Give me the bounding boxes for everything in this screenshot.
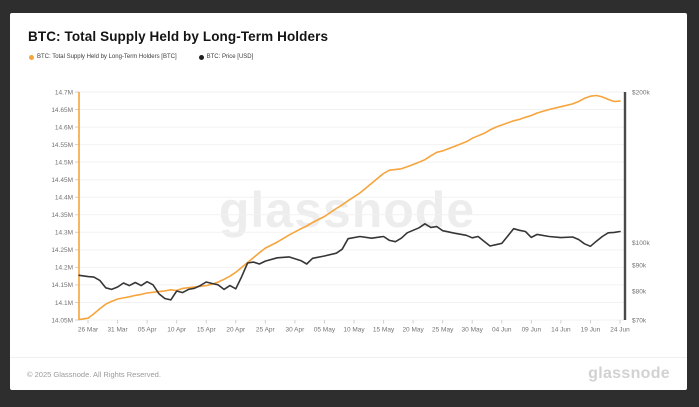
legend-dot-price-icon (198, 54, 204, 60)
x-axis-tick-label: 04 Jun (492, 327, 512, 334)
x-axis-tick-label: 20 Apr (226, 327, 246, 334)
x-axis-tick-label: 31 Mar (107, 327, 128, 334)
legend-item-price[interactable]: BTC: Price [USD] (198, 54, 254, 60)
price-line-series (78, 223, 621, 301)
supply-axis-tick-label: 14.4M (55, 195, 73, 202)
x-axis-tick-label: 30 May (462, 327, 484, 334)
supply-axis-tick-label: 14.25M (51, 247, 73, 254)
supply-line-series (78, 94, 621, 321)
x-axis-tick-label: 05 Apr (138, 327, 158, 334)
x-axis-tick-label: 25 Apr (256, 327, 276, 334)
legend: BTC: Total Supply Held by Long-Term Hold… (29, 54, 253, 60)
supply-axis-tick-label: 14.3M (55, 230, 73, 237)
x-axis-tick-label: 15 Apr (197, 327, 217, 334)
legend-label-price: BTC: Price [USD] (206, 54, 254, 60)
supply-axis-tick-label: 14.2M (55, 265, 73, 272)
x-axis-tick-label: 19 Jun (581, 327, 601, 334)
chart-card: BTC: Total Supply Held by Long-Term Hold… (10, 13, 687, 390)
supply-axis-tick-label: 14.5M (55, 159, 73, 166)
x-axis-tick-label: 05 May (314, 327, 336, 334)
x-axis-tick-label: 24 Jun (610, 327, 630, 334)
supply-axis-tick-label: 14.65M (51, 107, 73, 114)
footer: © 2025 Glassnode. All Rights Reserved. g… (10, 357, 687, 390)
price-axis-tick-label: $80k (632, 288, 647, 295)
supply-price-line-chart[interactable]: 14.7M 14.65M 14.6M 14.55M 14.5M 14.45M 14.4M 14… (10, 13, 687, 390)
supply-axis-tick-label: 14.1M (55, 300, 73, 307)
supply-axis-tick-label: 14.15M (51, 282, 73, 289)
x-axis-tick-label: 30 Apr (285, 327, 305, 334)
price-axis-tick-label: $70k (632, 317, 647, 324)
supply-axis-tick-label: 14.55M (51, 142, 73, 149)
x-axis-tick-label: 25 May (432, 327, 454, 334)
price-axis-tick-label: $200k (632, 89, 650, 96)
legend-item-supply[interactable]: BTC: Total Supply Held by Long-Term Hold… (29, 54, 177, 60)
x-axis-tick-label: 14 Jun (551, 327, 571, 334)
watermark-glassnode: glassnode (218, 182, 476, 238)
x-axis-tick-label: 10 May (343, 327, 365, 334)
supply-axis-tick-label: 14.7M (55, 89, 73, 96)
price-axis-tick-label: $100k (632, 240, 650, 247)
x-axis-tick-label: 10 Apr (167, 327, 187, 334)
page-title: BTC: Total Supply Held by Long-Term Hold… (28, 29, 329, 44)
x-axis-tick-label: 26 Mar (78, 327, 99, 334)
supply-axis-tick-label: 14.05M (51, 317, 73, 324)
price-axis-tick-label: $90k (632, 263, 647, 270)
supply-axis-tick-label: 14.35M (51, 212, 73, 219)
supply-axis-tick-label: 14.45M (51, 177, 73, 184)
legend-dot-supply-icon (29, 54, 34, 60)
x-axis-tick-label: 15 May (373, 327, 395, 334)
legend-label-supply: BTC: Total Supply Held by Long-Term Hold… (37, 54, 177, 60)
copyright-text: © 2025 Glassnode. All Rights Reserved. (27, 369, 161, 379)
x-axis-tick-label: 20 May (402, 327, 424, 334)
glassnode-logo: glassnode (588, 365, 670, 382)
x-axis-tick-label: 09 Jun (522, 327, 542, 334)
supply-axis-tick-label: 14.6M (55, 124, 73, 131)
